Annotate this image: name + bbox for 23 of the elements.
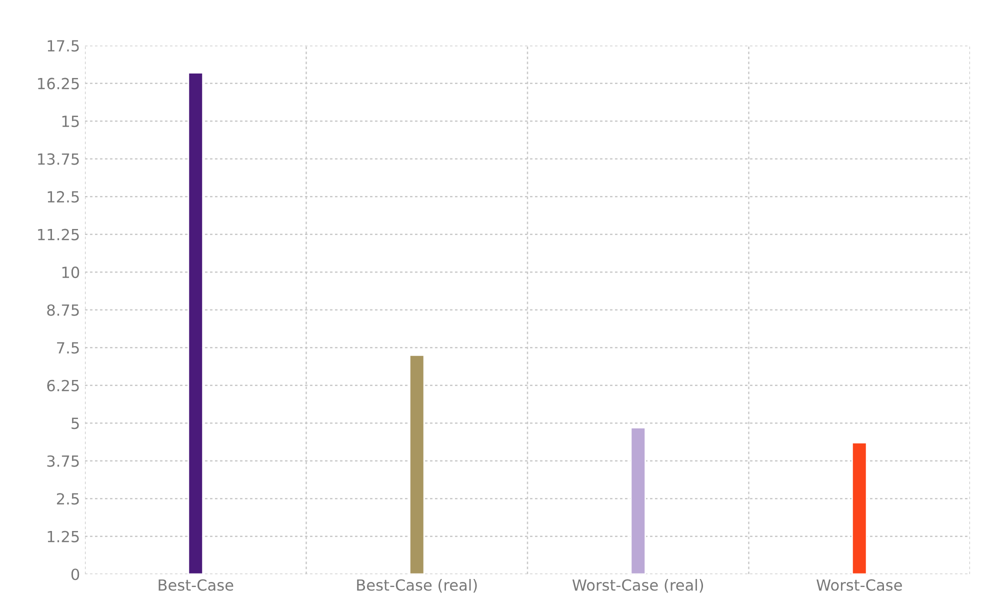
y-tick-label: 13.75: [38, 153, 79, 165]
y-tick-label: 0: [71, 568, 80, 580]
y-tick-label: 15: [62, 116, 79, 128]
y-tick-label: 10: [62, 266, 80, 278]
y-tick-label: 7.5: [57, 342, 79, 354]
x-tick-label: Best-Case: [158, 579, 234, 591]
bar: [408, 354, 425, 574]
x-tick-label: Worst-Case (real): [572, 578, 704, 593]
x-tick-label: Best-Case (real): [357, 578, 477, 593]
bar: [630, 426, 646, 574]
y-tick-label: 3.75: [47, 455, 79, 467]
y-tick-label: 6.25: [47, 380, 79, 392]
y-tick-label: 16.25: [38, 78, 79, 90]
y-tick-label: 2.5: [56, 493, 79, 505]
y-tick-label: 17.5: [48, 40, 79, 52]
y-tick-label: 11.25: [38, 228, 79, 240]
bar: [188, 72, 204, 574]
y-tick-label: 1.25: [48, 530, 79, 542]
x-tick-label: Worst-Case: [816, 579, 902, 591]
y-tick-label: 5: [72, 418, 79, 430]
y-tick-label: 8.75: [47, 304, 79, 316]
bar: [851, 442, 868, 574]
y-tick-label: 12.5: [48, 191, 79, 203]
